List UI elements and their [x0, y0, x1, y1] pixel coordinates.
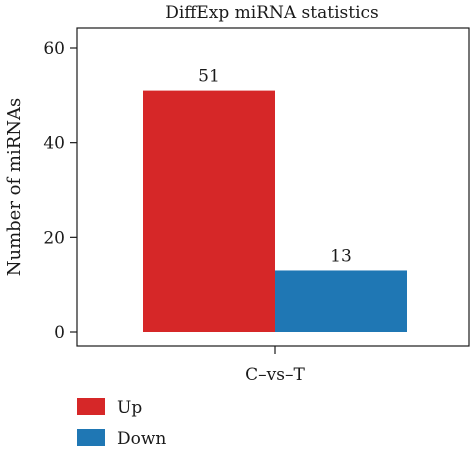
bar-up [143, 90, 275, 332]
chart-title: DiffExp miRNA statistics [165, 3, 379, 23]
x-tick-label: C–vs–T [245, 365, 305, 385]
y-axis-title: Number of miRNAs [4, 98, 25, 277]
y-tick-label: 40 [43, 134, 65, 154]
bar-down [275, 270, 407, 332]
legend: Up Down [77, 398, 166, 449]
y-tick-label: 20 [43, 228, 65, 248]
bars [143, 90, 407, 332]
legend-swatch-up [77, 398, 105, 415]
data-label-up: 51 [198, 67, 220, 87]
legend-swatch-down [77, 429, 105, 446]
legend-label-down: Down [117, 429, 166, 449]
y-tick-label: 0 [54, 323, 65, 343]
data-label-down: 13 [330, 246, 352, 266]
legend-label-up: Up [117, 398, 142, 418]
y-axis: 0 20 40 60 [43, 39, 77, 343]
plot-frame [76, 27, 470, 347]
x-axis: C–vs–T [245, 346, 305, 385]
data-labels: 51 13 [198, 67, 352, 267]
y-tick-label: 60 [43, 39, 65, 59]
